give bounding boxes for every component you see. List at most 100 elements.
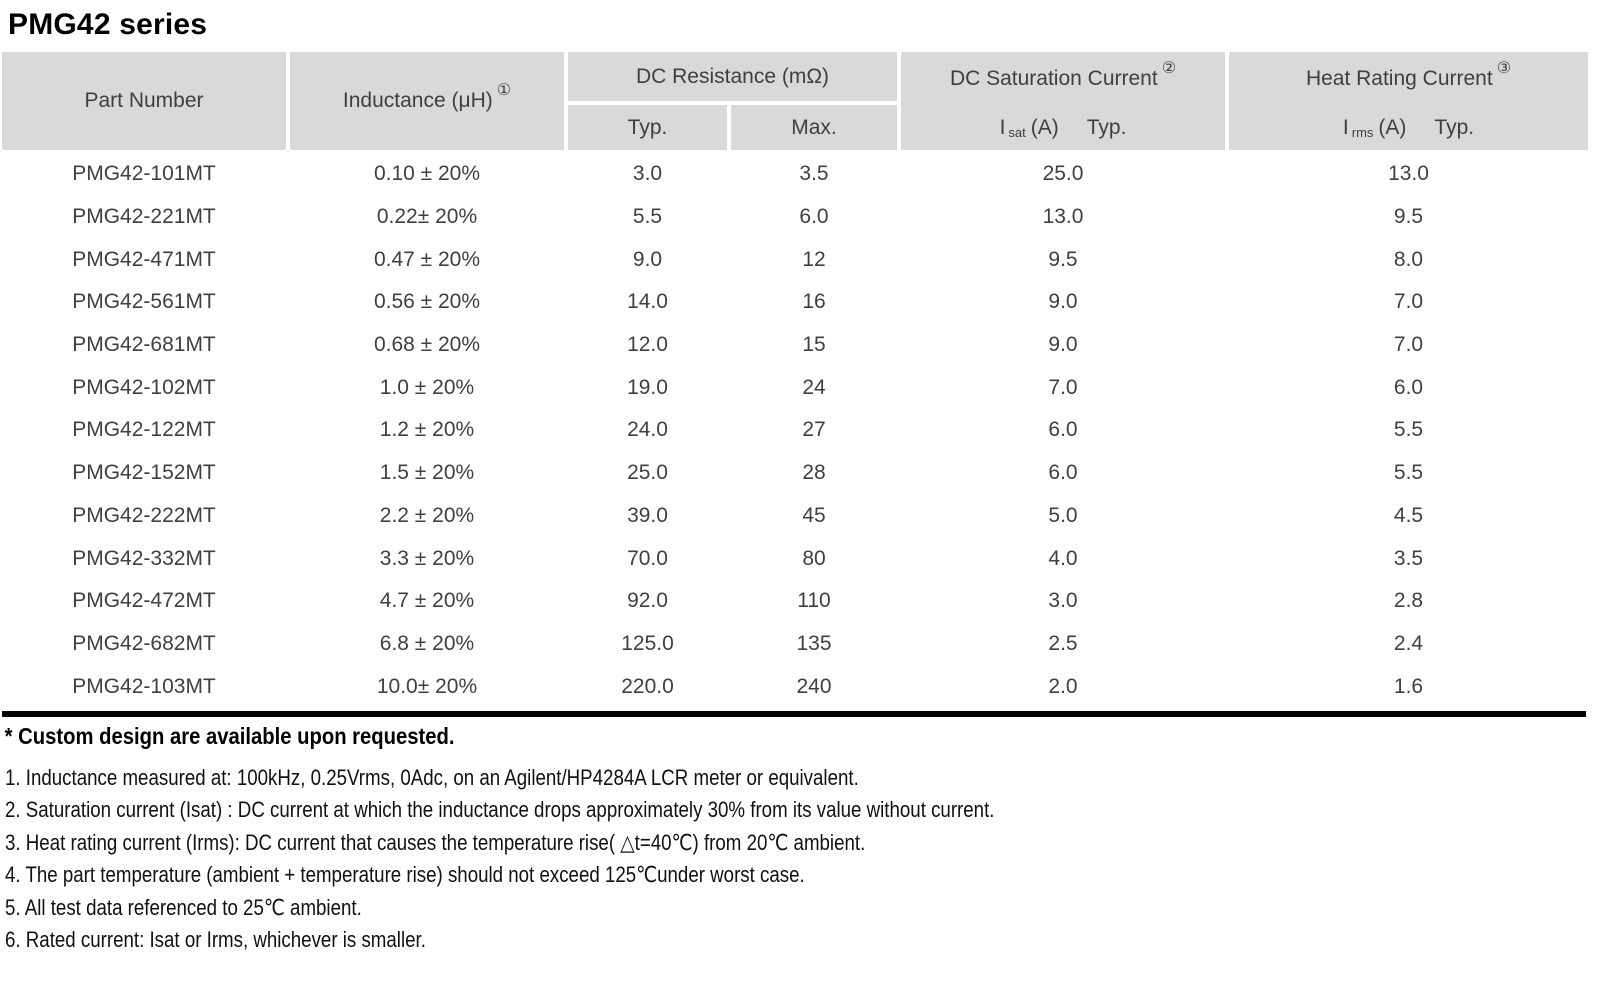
- isat-cell: 5.0: [1048, 503, 1078, 527]
- table-row: PMG42-101MT 0.10 ± 20% 3.0 3.5 25.0 13.0: [2, 153, 1588, 196]
- part-number-cell: PMG42-682MT: [72, 631, 216, 655]
- rdc-max-cell: 28: [802, 461, 826, 485]
- rdc-typ-cell: 14.0: [627, 290, 668, 314]
- rdc-max-cell: 15: [802, 333, 826, 357]
- rdc-typ-cell: 39.0: [627, 503, 668, 527]
- footnote-ref-2: ②: [1161, 59, 1177, 77]
- rdc-typ-cell: 9.0: [632, 247, 663, 271]
- footnote-2: 2. Saturation current (Isat) : DC curren…: [5, 797, 995, 823]
- rdc-typ-cell: 3.0: [632, 162, 663, 186]
- table-body: PMG42-101MT 0.10 ± 20% 3.0 3.5 25.0 13.0…: [2, 153, 1588, 708]
- irms-cell: 5.5: [1393, 461, 1424, 485]
- irms-cell: 5.5: [1393, 418, 1424, 442]
- header-part-number: Part Number: [2, 52, 286, 150]
- inductance-cell: 1.0 ± 20%: [379, 375, 475, 399]
- isat-cell: 13.0: [1042, 205, 1084, 229]
- header-heat-rating-current: Heat Rating Current ③ I rms (A) Typ.: [1229, 52, 1588, 150]
- irms-unit: (A): [1378, 115, 1407, 139]
- table-row: PMG42-103MT 10.0± 20% 220.0 240 2.0 1.6: [2, 665, 1588, 708]
- isat-cell: 7.0: [1048, 375, 1078, 399]
- irms-cell: 2.4: [1393, 631, 1424, 655]
- table-row: PMG42-471MT 0.47 ± 20% 9.0 12 9.5 8.0: [2, 238, 1588, 281]
- rdc-typ-cell: 92.0: [627, 589, 668, 613]
- rdc-max-cell: 12: [802, 247, 826, 271]
- rdc-typ-cell: 125.0: [621, 631, 674, 655]
- header-max: Max.: [731, 105, 897, 150]
- irms-cell: 3.5: [1393, 546, 1424, 570]
- irms-cell: 13.0: [1388, 162, 1429, 186]
- rdc-max-cell: 24: [802, 375, 826, 399]
- irms-cell: 7.0: [1393, 290, 1424, 314]
- isat-cell: 2.5: [1048, 631, 1078, 655]
- irms-cell: 8.0: [1393, 247, 1424, 271]
- header-inductance: Inductance (μH) ①: [290, 52, 564, 150]
- header-typ-label: Typ.: [627, 115, 668, 139]
- rdc-typ-cell: 220.0: [621, 674, 674, 698]
- table-row: PMG42-472MT 4.7 ± 20% 92.0 110 3.0 2.8: [2, 580, 1588, 623]
- header-dc-saturation-current: DC Saturation Current ② I sat (A) Typ.: [901, 52, 1225, 150]
- part-number-cell: PMG42-561MT: [72, 290, 216, 314]
- irms-typ-label: Typ.: [1434, 115, 1475, 139]
- inductance-cell: 0.47 ± 20%: [373, 247, 481, 271]
- irms-cell: 9.5: [1393, 205, 1424, 229]
- divider-rule: [2, 710, 1586, 717]
- inductance-cell: 0.68 ± 20%: [373, 333, 481, 357]
- part-number-cell: PMG42-103MT: [72, 674, 216, 698]
- rdc-typ-cell: 70.0: [627, 546, 668, 570]
- inductance-cell: 0.10 ± 20%: [373, 162, 481, 186]
- footnote-5: 5. All test data referenced to 25℃ ambie…: [5, 894, 362, 920]
- isat-cell: 3.0: [1048, 589, 1078, 613]
- isat-symbol: I: [999, 115, 1006, 139]
- header-typ: Typ.: [568, 105, 727, 150]
- rdc-typ-cell: 12.0: [627, 333, 668, 357]
- irms-cell: 7.0: [1393, 333, 1424, 357]
- irms-subscript: rms: [1351, 125, 1374, 140]
- header-dc-resistance-group: DC Resistance (mΩ) Typ. Max.: [568, 52, 897, 150]
- header-dc-resistance-label: DC Resistance (mΩ): [635, 64, 830, 88]
- table-row: PMG42-681MT 0.68 ± 20% 12.0 15 9.0 7.0: [2, 324, 1588, 367]
- custom-design-note: * Custom design are available upon reque…: [4, 722, 455, 749]
- irms-cell: 4.5: [1393, 503, 1424, 527]
- isat-cell: 2.0: [1048, 674, 1078, 698]
- inductance-cell: 1.5 ± 20%: [379, 461, 475, 485]
- isat-cell: 9.5: [1048, 247, 1078, 271]
- table-row: PMG42-332MT 3.3 ± 20% 70.0 80 4.0 3.5: [2, 537, 1588, 580]
- spec-table: Part Number Inductance (μH) ① DC Resista…: [2, 52, 1588, 956]
- inductance-cell: 6.8 ± 20%: [379, 631, 475, 655]
- isat-cell: 25.0: [1042, 162, 1084, 186]
- inductance-cell: 0.56 ± 20%: [373, 290, 481, 314]
- rdc-max-cell: 45: [802, 503, 826, 527]
- isat-cell: 9.0: [1048, 290, 1078, 314]
- part-number-cell: PMG42-102MT: [72, 375, 216, 399]
- header-dc-saturation-title: DC Saturation Current ②: [901, 52, 1225, 105]
- header-dc-resistance: DC Resistance (mΩ): [568, 52, 897, 101]
- irms-cell: 6.0: [1393, 375, 1424, 399]
- header-dc-resistance-subrow: Typ. Max.: [568, 105, 897, 150]
- irms-cell: 2.8: [1393, 589, 1424, 613]
- isat-subscript: sat: [1008, 125, 1026, 140]
- header-heat-rating-label: Heat Rating Current: [1305, 66, 1493, 90]
- rdc-max-cell: 27: [802, 418, 826, 442]
- rdc-max-cell: 3.5: [799, 162, 829, 186]
- isat-typ-label: Typ.: [1086, 115, 1127, 139]
- isat-cell: 9.0: [1048, 333, 1078, 357]
- footnote-ref-3: ③: [1496, 59, 1512, 77]
- header-max-label: Max.: [791, 115, 837, 139]
- irms-cell: 1.6: [1393, 674, 1424, 698]
- footnote-6: 6. Rated current: Isat or Irms, whicheve…: [5, 926, 426, 952]
- inductance-cell: 4.7 ± 20%: [379, 589, 475, 613]
- header-heat-rating-title: Heat Rating Current ③: [1229, 52, 1588, 105]
- footnote-ref-1: ①: [496, 82, 512, 99]
- rdc-max-cell: 110: [797, 589, 831, 613]
- part-number-cell: PMG42-681MT: [72, 333, 216, 357]
- table-row: PMG42-152MT 1.5 ± 20% 25.0 28 6.0 5.5: [2, 452, 1588, 495]
- isat-cell: 6.0: [1048, 461, 1078, 485]
- part-number-cell: PMG42-471MT: [72, 247, 216, 271]
- inductance-cell: 10.0± 20%: [376, 674, 478, 698]
- part-number-cell: PMG42-222MT: [72, 503, 216, 527]
- footnote-4: 4. The part temperature (ambient + tempe…: [5, 862, 805, 888]
- isat-cell: 6.0: [1048, 418, 1078, 442]
- isat-unit: (A): [1030, 115, 1059, 139]
- rdc-max-cell: 16: [802, 290, 826, 314]
